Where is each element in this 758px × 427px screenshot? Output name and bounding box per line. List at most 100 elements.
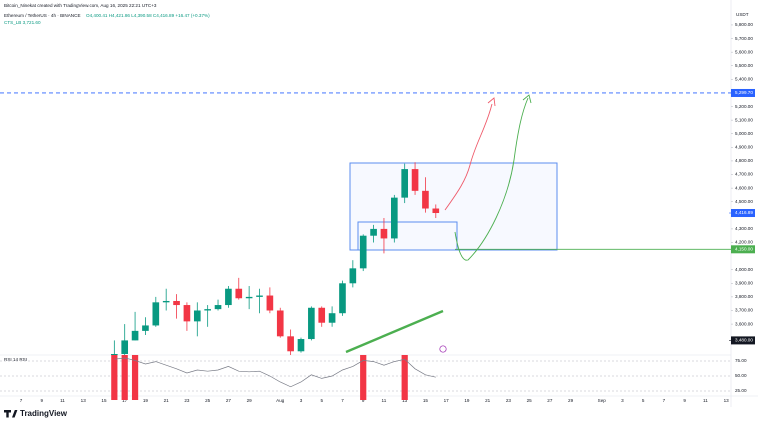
candle-body: [266, 295, 274, 311]
price-pane: [111, 162, 440, 355]
x-tick-label: 13: [81, 398, 87, 403]
candle-body: [276, 310, 284, 337]
candle-body: [308, 307, 315, 340]
candle-body: [142, 325, 149, 331]
y-tick-label: 4,200.00: [735, 240, 753, 245]
x-tick-label: 9: [683, 398, 686, 403]
candle-body: [359, 235, 367, 269]
x-tick-label: 5: [320, 398, 323, 403]
candle-body: [432, 208, 440, 214]
x-tick-label: 25: [527, 398, 533, 403]
x-tick-label: 7: [663, 398, 666, 403]
y-tick-label: 5,400.00: [735, 77, 753, 82]
x-tick-label: 25: [205, 398, 211, 403]
candle-body: [370, 228, 377, 236]
x-tick-label: 13: [724, 398, 730, 403]
ohlc: O4,400.41 H4,421.86 L4,390.58 C4,416.89 …: [86, 13, 210, 18]
price-label-bg: [731, 88, 755, 97]
x-tick-label: 23: [184, 398, 190, 403]
candle-body: [235, 288, 243, 299]
x-tick-label: 17: [122, 398, 128, 403]
price-label: 5,299.70: [735, 90, 753, 95]
currency: USDT: [736, 12, 749, 17]
price-label-bg: [731, 209, 755, 218]
x-tick-label: 11: [382, 398, 387, 403]
y-tick-label: 4,600.00: [735, 185, 753, 190]
price-label: 4,150.00: [735, 247, 753, 252]
x-tick-label: 19: [143, 398, 149, 403]
candle-body: [256, 295, 263, 297]
candle-body: [380, 228, 388, 239]
y-tick-label: 3,700.00: [735, 308, 753, 313]
y-tick-label: 5,100.00: [735, 117, 753, 122]
event-icon[interactable]: [439, 345, 447, 353]
rsi-highlight: [401, 355, 408, 400]
x-tick-label: 3: [300, 398, 303, 403]
y-tick-label: 4,800.00: [735, 158, 753, 163]
indicator-label: CTS_LB 3,721.60: [4, 20, 41, 25]
rsi-line: [114, 357, 436, 388]
y-tick-label: 4,300.00: [735, 226, 753, 231]
x-tick-label: 5: [642, 398, 645, 403]
brand: TradingView: [20, 409, 68, 418]
candle-body: [422, 190, 429, 209]
x-tick-label: 9: [40, 398, 43, 403]
x-tick-label: 29: [247, 398, 253, 403]
candle-body: [152, 302, 160, 326]
candle-body: [411, 169, 419, 191]
y-tick-label: 4,900.00: [735, 145, 753, 150]
x-tick-label: Sep: [598, 398, 607, 403]
candle-body: [245, 296, 253, 299]
arrow-head: [522, 94, 532, 104]
candle-body: [391, 197, 398, 239]
chart-title: Ethereum / TetherUS · 4h · BINANCE: [4, 13, 81, 18]
y-tick-label: 5,700.00: [735, 36, 753, 41]
x-tick-label: 21: [485, 398, 491, 403]
x-tick-label: 29: [568, 398, 574, 403]
candle-body: [183, 305, 191, 322]
rsi-label: RSI 14 RSI: [4, 357, 27, 362]
x-tick-label: Aug: [276, 398, 285, 403]
y-tick-label: 5,800.00: [735, 22, 753, 27]
candle-body: [214, 305, 222, 310]
y-tick-label: 4,000.00: [735, 267, 753, 272]
y-tick-label: 3,600.00: [735, 321, 753, 326]
projection-arrow: [444, 103, 493, 211]
price-label: 3,480.00: [735, 338, 753, 343]
x-tick-label: 21: [164, 398, 170, 403]
rsi-highlight: [131, 355, 139, 400]
rsi-highlight: [121, 355, 128, 400]
candle-body: [225, 288, 232, 306]
candle-body: [401, 169, 409, 198]
candle-body: [297, 339, 305, 352]
logo: TradingView: [3, 409, 68, 418]
x-tick-label: 7: [20, 398, 23, 403]
x-tick-label: 15: [423, 398, 429, 403]
x-tick-label: 23: [506, 398, 512, 403]
candle-body: [193, 310, 201, 322]
candle-body: [328, 313, 336, 323]
credit: Bitcoin_Ninekat created with TradingView…: [4, 3, 157, 8]
candle-body: [131, 330, 139, 341]
y-tick-label: 4,700.00: [735, 172, 753, 177]
candle-body: [111, 354, 118, 355]
x-tick-label: 11: [60, 398, 65, 403]
rsi-highlight: [360, 355, 367, 400]
candle-body: [318, 307, 326, 323]
y-tick-label: 5,500.00: [735, 63, 753, 68]
y-tick-label: 4,500.00: [735, 199, 753, 204]
price-label-bg: [731, 336, 755, 345]
x-tick-label: 9: [362, 398, 365, 403]
x-tick-label: 17: [444, 398, 450, 403]
x-tick-label: 27: [226, 398, 232, 403]
x-tick-label: 3: [621, 398, 624, 403]
x-tick-label: 19: [464, 398, 470, 403]
candle-body: [173, 300, 180, 306]
candle-body: [339, 283, 346, 314]
x-tick-label: 7: [341, 398, 344, 403]
y-tick-label: 3,800.00: [735, 294, 753, 299]
x-tick-label: 15: [101, 398, 107, 403]
y-tick-label: 5,600.00: [735, 49, 753, 54]
candle-body: [204, 309, 211, 311]
